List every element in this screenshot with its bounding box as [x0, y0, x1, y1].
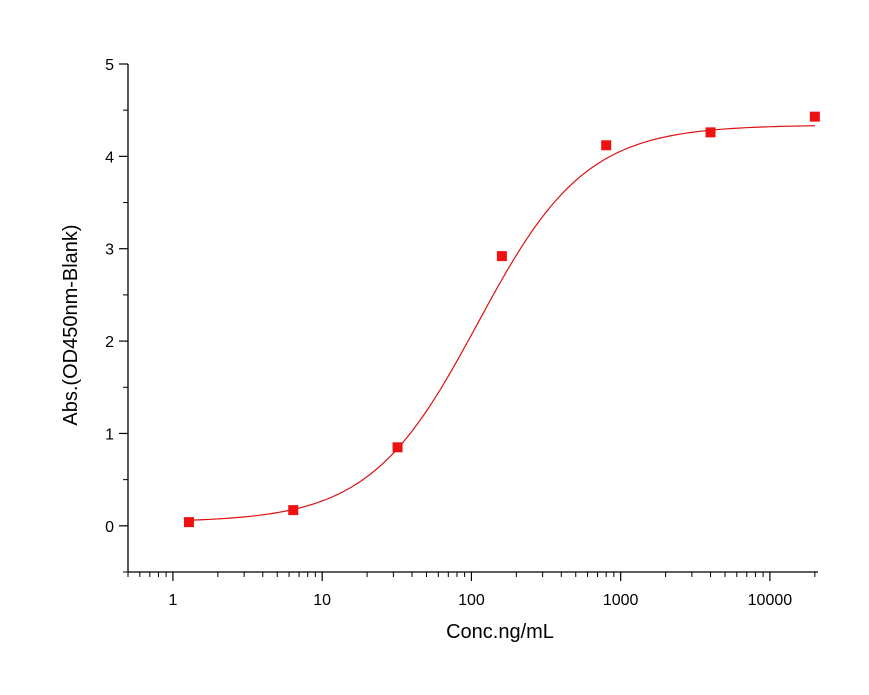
data-point [392, 442, 403, 453]
data-point [496, 251, 507, 262]
y-axis-ticks: 0 1 2 3 4 5 [105, 57, 128, 573]
x-axis-ticks: 1 10 100 1000 10000 [127, 572, 816, 609]
y-axis-title: Abs.(OD450nm-Blank) [60, 224, 82, 425]
y-tick-label: 2 [105, 334, 114, 351]
x-tick-label: 10000 [748, 592, 793, 609]
data-point [288, 505, 299, 516]
data-point [183, 517, 194, 528]
x-axis-title: Conc.ng/mL [446, 621, 554, 643]
data-point [601, 140, 612, 151]
y-tick-label: 4 [105, 149, 114, 166]
data-point [809, 111, 820, 122]
x-tick-label: 10 [313, 592, 331, 609]
y-tick-label: 0 [105, 519, 114, 536]
data-points [183, 111, 820, 528]
y-tick-label: 3 [105, 242, 114, 259]
x-tick-label: 1 [168, 592, 177, 609]
y-tick-label: 5 [105, 57, 114, 74]
fit-curve [188, 125, 815, 521]
x-tick-label: 100 [458, 592, 485, 609]
data-point [705, 127, 716, 138]
x-tick-label: 1000 [603, 592, 639, 609]
fit-curve-group [188, 125, 815, 521]
y-tick-label: 1 [105, 426, 114, 443]
axes [127, 64, 818, 573]
